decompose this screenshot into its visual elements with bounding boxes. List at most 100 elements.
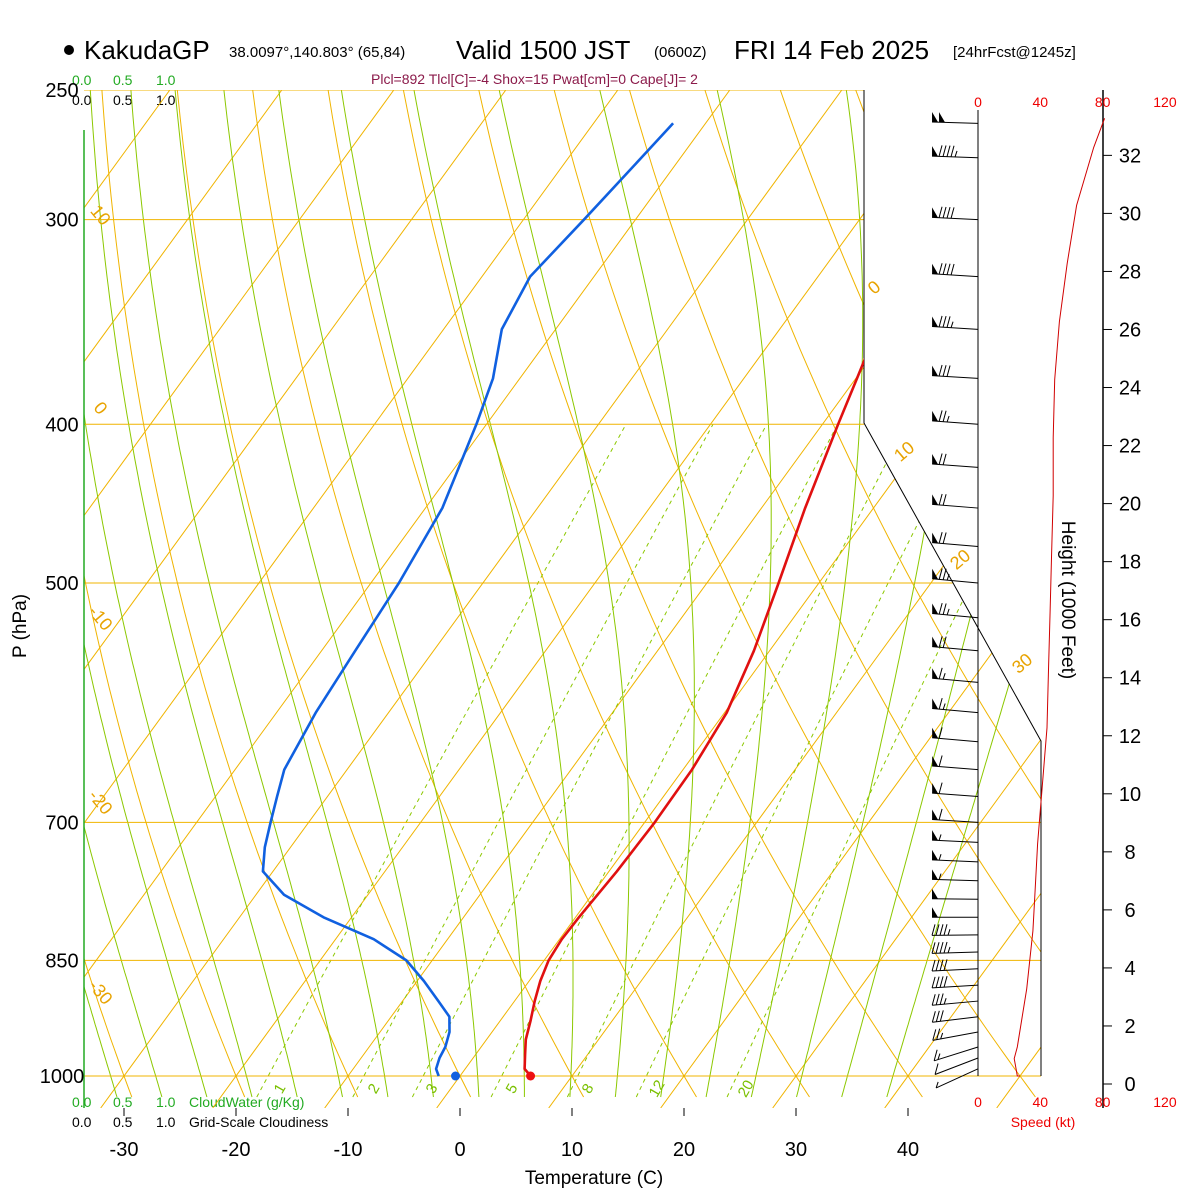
cloudwater-tick-bottom-2: 1.0 bbox=[156, 1094, 176, 1110]
speed-tick-bottom: 0 bbox=[974, 1094, 982, 1110]
isotherm-line bbox=[84, 90, 619, 1108]
station-name: KakudaGP bbox=[84, 35, 210, 65]
moist-adiabat-line bbox=[274, 90, 480, 1098]
speed-tick-bottom: 120 bbox=[1153, 1094, 1177, 1110]
moist-adiabat-line bbox=[750, 90, 864, 1098]
wind-barb bbox=[932, 782, 979, 797]
isotherm-line bbox=[660, 90, 1041, 1108]
dry-adiabat-line bbox=[1143, 61, 1200, 1097]
pressure-tick-label: 400 bbox=[45, 414, 78, 436]
wind-barb bbox=[932, 315, 979, 330]
valid-zulu: (0600Z) bbox=[654, 44, 707, 61]
wind-barb bbox=[934, 1057, 979, 1075]
speed-tick-bottom: 80 bbox=[1095, 1094, 1111, 1110]
wind-barb bbox=[932, 263, 979, 278]
isotherm-line bbox=[100, 90, 843, 1108]
wind-barb bbox=[932, 808, 979, 823]
height-tick-label: 30 bbox=[1119, 203, 1141, 225]
isotherm-line bbox=[548, 90, 1041, 1108]
moist-adiabat-line bbox=[336, 90, 525, 1097]
height-tick-label: 28 bbox=[1119, 261, 1141, 283]
speed-tick-top: 120 bbox=[1153, 94, 1177, 110]
height-tick-label: 2 bbox=[1124, 1016, 1135, 1038]
wind-barb bbox=[932, 727, 979, 743]
temperature-tick-label: -10 bbox=[334, 1139, 363, 1161]
wind-barb bbox=[931, 993, 979, 1006]
dry-adiabat-line bbox=[621, 90, 1041, 1098]
dry-adiabat-line bbox=[0, 61, 19, 1097]
cloudiness-tick-bottom-2: 1.0 bbox=[156, 1114, 176, 1130]
isotherm-line bbox=[84, 90, 731, 1108]
wind-barb bbox=[932, 697, 979, 714]
moist-adiabat-line bbox=[128, 90, 343, 1098]
mixing-ratio-line bbox=[566, 424, 907, 1098]
cloudwater-tick-bottom-0: 0.0 bbox=[72, 1094, 92, 1110]
dry-adiabat-line bbox=[84, 90, 246, 1098]
isotherm-line bbox=[436, 90, 1041, 1108]
moist-adiabat-line bbox=[796, 90, 974, 1098]
cloudwater-tick-top-1: 0.5 bbox=[113, 72, 133, 88]
cloudiness-title: Grid-Scale Cloudiness bbox=[189, 1114, 328, 1130]
dry-adiabat-line bbox=[695, 90, 1041, 1098]
height-tick-label: 16 bbox=[1119, 610, 1141, 632]
cloudiness-scale-top: 0.0 0.5 1.0 bbox=[72, 92, 176, 108]
isotherm-line bbox=[772, 90, 1041, 1108]
dry-adiabat-label: 10 bbox=[890, 437, 918, 465]
station-bullet-icon bbox=[64, 45, 74, 55]
wind-barb bbox=[932, 869, 979, 882]
height-tick-label: 6 bbox=[1124, 900, 1135, 922]
wind-barb bbox=[932, 830, 979, 843]
speed-axis-title: Speed (kt) bbox=[1011, 1114, 1076, 1130]
wind-barb bbox=[931, 959, 979, 972]
plot-right-border bbox=[863, 90, 1042, 1076]
plot-frame bbox=[83, 90, 1042, 1108]
mixing-ratio-line bbox=[726, 424, 1041, 1098]
isotherm-label: 10 bbox=[86, 201, 114, 229]
wind-barb bbox=[932, 849, 979, 863]
temperature-tick-label: -20 bbox=[222, 1139, 251, 1161]
wind-barb bbox=[932, 410, 979, 425]
wind-barb bbox=[931, 941, 979, 954]
moist-adiabat-line bbox=[705, 90, 772, 1098]
cloudwater-scale-bottom: 0.0 0.5 1.0 CloudWater (g/Kg) bbox=[72, 1094, 304, 1110]
height-tick-label: 12 bbox=[1119, 726, 1141, 748]
wind-barb bbox=[932, 364, 979, 379]
height-tick-label: 32 bbox=[1119, 145, 1141, 167]
thermo-grid bbox=[0, 61, 1200, 1108]
height-tick-label: 0 bbox=[1124, 1074, 1135, 1096]
dry-adiabat-line bbox=[248, 90, 585, 1098]
moist-adiabat-line bbox=[172, 90, 389, 1098]
height-tick-label: 10 bbox=[1119, 784, 1141, 806]
mixing-ratio-line bbox=[256, 424, 627, 1098]
height-tick-label: 8 bbox=[1124, 842, 1135, 864]
wind-barb bbox=[932, 493, 979, 509]
mixing-ratio-line bbox=[490, 424, 839, 1098]
temperature-tick-label: 30 bbox=[785, 1139, 807, 1161]
wind-barb bbox=[932, 667, 979, 683]
wind-barb bbox=[932, 145, 979, 159]
cloudwater-tick-top-2: 1.0 bbox=[156, 72, 176, 88]
mixing-ratio-label: 20 bbox=[735, 1077, 758, 1100]
cloudiness-scale-bottom: 0.0 0.5 1.0 Grid-Scale Cloudiness bbox=[72, 1114, 328, 1130]
moist-adiabat-line bbox=[84, 90, 163, 1098]
temperature-tick-label: 0 bbox=[454, 1139, 465, 1161]
cloudiness-tick-bottom-1: 0.5 bbox=[113, 1114, 133, 1130]
wind-barb bbox=[932, 206, 979, 221]
wind-barb bbox=[932, 603, 979, 619]
forecast-label: [24hrFcst@1245z] bbox=[953, 44, 1076, 61]
isotherm-line bbox=[84, 90, 395, 1108]
valid-date: FRI 14 Feb 2025 bbox=[734, 35, 929, 65]
pressure-tick-label: 1000 bbox=[40, 1066, 85, 1088]
height-tick-label: 26 bbox=[1119, 319, 1141, 341]
moist-adiabat-line bbox=[220, 90, 434, 1098]
temperature-tick-label: 40 bbox=[897, 1139, 919, 1161]
wind-barb bbox=[932, 532, 979, 548]
dry-adiabat-line bbox=[323, 90, 697, 1098]
moist-adiabat-line bbox=[88, 90, 298, 1098]
mixing-ratio-label: 5 bbox=[503, 1081, 522, 1097]
height-axis-title: Height (1000 Feet) bbox=[1057, 521, 1078, 679]
wind-barb bbox=[932, 636, 979, 652]
moist-adiabat-line bbox=[886, 90, 1041, 1098]
dry-adiabat-label: 30 bbox=[1008, 649, 1036, 677]
